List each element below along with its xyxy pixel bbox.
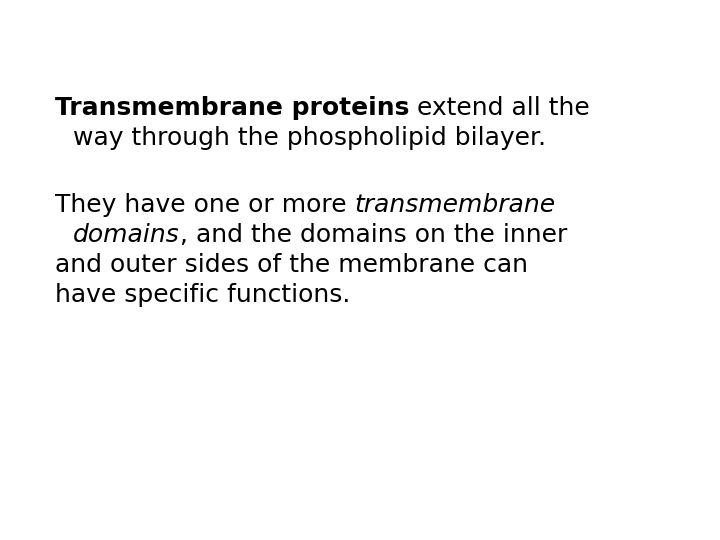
Text: have specific functions.: have specific functions. <box>55 283 351 307</box>
Text: way through the phospholipid bilayer.: way through the phospholipid bilayer. <box>73 126 546 150</box>
Text: domains: domains <box>73 223 180 247</box>
Text: They have one or more: They have one or more <box>55 193 355 217</box>
Text: , and the domains on the inner: , and the domains on the inner <box>180 223 567 247</box>
Text: extend all the: extend all the <box>410 96 590 120</box>
Text: and outer sides of the membrane can: and outer sides of the membrane can <box>55 253 528 277</box>
Text: Transmembrane proteins: Transmembrane proteins <box>55 96 410 120</box>
Text: 6. 1 What Is the Structure of a Biological Membrane?: 6. 1 What Is the Structure of a Biologic… <box>7 11 413 26</box>
Text: transmembrane: transmembrane <box>355 193 556 217</box>
